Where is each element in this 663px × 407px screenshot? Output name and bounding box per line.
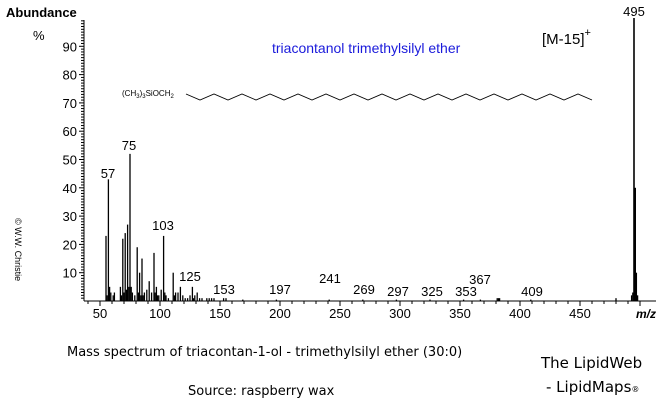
svg-text:367: 367 bbox=[469, 272, 491, 287]
annotation-m-15: [M-15]+ bbox=[542, 27, 591, 48]
svg-text:241: 241 bbox=[319, 271, 341, 286]
svg-text:20: 20 bbox=[63, 237, 77, 252]
svg-text:60: 60 bbox=[63, 124, 77, 139]
y-axis-title: Abundance bbox=[6, 5, 77, 20]
svg-text:125: 125 bbox=[179, 269, 201, 284]
svg-text:269: 269 bbox=[353, 282, 375, 297]
svg-text:80: 80 bbox=[63, 68, 77, 83]
svg-text:409: 409 bbox=[521, 284, 543, 299]
svg-text:40: 40 bbox=[63, 181, 77, 196]
y-axis-unit: % bbox=[33, 28, 45, 43]
structure-diagram: (CH3)3SiOCH2 bbox=[122, 89, 593, 101]
mass-spectrum-chart: 10 20 30 40 50 60 70 80 90 50 100 150 200 250 300 350 4… bbox=[6, 4, 656, 321]
peaks bbox=[105, 18, 639, 301]
svg-text:50: 50 bbox=[93, 306, 107, 321]
svg-text:200: 200 bbox=[269, 306, 291, 321]
y-axis: 10 20 30 40 50 60 70 80 90 bbox=[63, 20, 85, 301]
copyright-label: © W.W. Christie bbox=[13, 218, 23, 281]
caption-title: Mass spectrum of triacontan-1-ol - trime… bbox=[67, 345, 463, 360]
svg-text:50: 50 bbox=[63, 153, 77, 168]
caption-source: Source: raspberry wax bbox=[188, 384, 335, 399]
svg-text:495: 495 bbox=[623, 4, 645, 19]
svg-text:197: 197 bbox=[269, 282, 291, 297]
svg-text:350: 350 bbox=[449, 306, 471, 321]
svg-text:10: 10 bbox=[63, 266, 77, 281]
svg-text:75: 75 bbox=[122, 138, 136, 153]
svg-text:90: 90 bbox=[63, 39, 77, 54]
x-axis: 50 100 150 200 250 300 350 400 450 bbox=[84, 300, 656, 321]
svg-text:450: 450 bbox=[569, 306, 591, 321]
svg-text:250: 250 bbox=[329, 306, 351, 321]
svg-text:103: 103 bbox=[152, 218, 174, 233]
svg-text:325: 325 bbox=[421, 284, 443, 299]
svg-text:297: 297 bbox=[387, 284, 409, 299]
registered-mark: ® bbox=[631, 385, 640, 394]
chart-title: triacontanol trimethylsilyl ether bbox=[272, 40, 461, 56]
brand-lipidmaps-text: - LipidMaps bbox=[546, 378, 632, 396]
svg-text:57: 57 bbox=[101, 166, 115, 181]
svg-text:150: 150 bbox=[209, 306, 231, 321]
svg-text:400: 400 bbox=[509, 306, 531, 321]
svg-text:353: 353 bbox=[455, 284, 477, 299]
brand-lipidweb: The LipidWeb bbox=[541, 354, 643, 372]
svg-text:30: 30 bbox=[63, 209, 77, 224]
svg-text:70: 70 bbox=[63, 96, 77, 111]
svg-text:300: 300 bbox=[389, 306, 411, 321]
brand-lipidmaps: - LipidMaps® bbox=[546, 378, 639, 396]
svg-text:(CH3)3SiOCH2: (CH3)3SiOCH2 bbox=[122, 89, 174, 100]
svg-text:100: 100 bbox=[149, 306, 171, 321]
svg-text:153: 153 bbox=[213, 282, 235, 297]
x-axis-title: m/z bbox=[636, 307, 656, 321]
